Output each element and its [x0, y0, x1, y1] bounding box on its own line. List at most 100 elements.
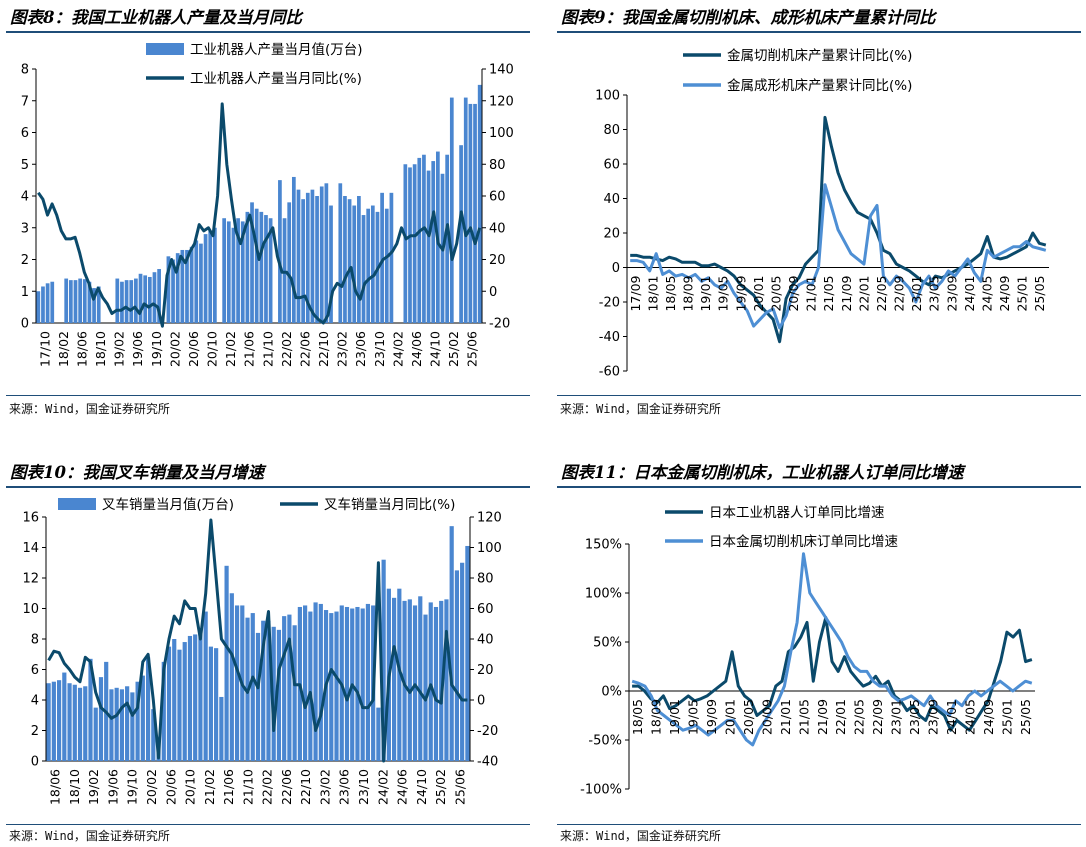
bar	[93, 707, 98, 761]
y2-tick-label: 0	[489, 285, 497, 300]
bar	[166, 256, 171, 323]
x-tick-label: 22/06	[298, 331, 313, 367]
x-tick-label: 18/06	[48, 769, 63, 805]
bar	[477, 84, 482, 323]
bar	[380, 192, 384, 323]
x-tick-label: 24/06	[395, 769, 410, 805]
x-tick-label: 19/05	[686, 699, 701, 735]
panel-forklift-sales: 图表10：我国叉车销量及当月增速 0 2 4 6 8 10 12 14 16 -40 -20 0 20 4…	[0, 423, 543, 847]
x-tick-label: 22/06	[279, 769, 294, 805]
x-tick-label: 17/10	[37, 331, 52, 367]
y2-tick-label: -20	[477, 724, 498, 739]
forklift-sales-chart: 0 2 4 6 8 10 12 14 16 -40 -20 0 20 40 60 80 100 120 18/06 1…	[22, 496, 502, 805]
bar	[445, 154, 450, 323]
bar	[208, 230, 213, 323]
y-tick-label: 10	[22, 602, 39, 617]
y-tick-label: -100%	[580, 783, 622, 798]
y2-tick-label: 20	[477, 663, 494, 678]
x-tick-label: 19/10	[149, 331, 164, 367]
legend-swatch	[146, 43, 184, 55]
x-tick-label: 20/05	[769, 276, 784, 312]
bar	[226, 221, 231, 323]
bar	[347, 199, 352, 323]
bar	[259, 211, 264, 323]
bar	[208, 646, 213, 761]
bar	[412, 605, 418, 761]
japan-orders-chart: -100% -50% 0% 50% 100% 150% 18/05 18/09 19/01 19/…	[580, 505, 1035, 798]
bar	[361, 215, 366, 323]
bar	[287, 614, 292, 761]
bar	[431, 161, 436, 323]
bar	[296, 189, 301, 323]
bar	[224, 565, 229, 761]
y2-tick-label: 80	[477, 572, 494, 587]
bar	[180, 249, 185, 323]
y-tick-label: 8	[31, 633, 39, 648]
bar	[459, 145, 463, 323]
bar	[449, 97, 454, 323]
y-tick-label: 4	[21, 190, 29, 205]
bar	[338, 183, 343, 323]
bar	[407, 599, 412, 761]
bar	[417, 157, 422, 323]
bar	[125, 686, 130, 761]
x-tick-label: 24/09	[981, 699, 996, 735]
x-tick-label: 20/01	[723, 699, 738, 735]
bar	[303, 605, 308, 761]
bar	[198, 629, 203, 761]
bar	[199, 243, 203, 323]
y-tick-label: 6	[21, 126, 29, 141]
bar	[115, 278, 120, 323]
bar	[229, 593, 234, 761]
x-tick-label: 21/05	[796, 699, 811, 735]
bar	[365, 603, 371, 761]
series-line	[37, 102, 482, 328]
y-tick-label: 50%	[593, 636, 622, 651]
bar	[392, 597, 397, 761]
x-tick-label: 20/05	[741, 699, 756, 735]
bar	[384, 208, 389, 323]
bar	[96, 286, 101, 323]
bar	[310, 189, 315, 323]
x-tick-label: 18/06	[75, 331, 90, 367]
bar	[41, 286, 45, 323]
bar	[313, 602, 318, 761]
bar	[171, 259, 175, 323]
source-rule	[557, 824, 1081, 825]
x-tick-label: 25/02	[433, 769, 448, 805]
bar	[98, 677, 104, 761]
x-tick-label: 22/01	[833, 699, 848, 735]
bar	[214, 648, 219, 761]
bar	[454, 570, 460, 761]
bar	[318, 603, 323, 761]
bar	[231, 227, 236, 323]
legend-label: 日本工业机器人订单同比增速	[709, 505, 885, 521]
bar	[140, 675, 145, 761]
y-tick-label: 0%	[601, 685, 622, 700]
panel-machine-tools: 图表9：我国金属切削机床、成形机床产量累计同比 -60 -40 -20 0 20 40 60…	[543, 0, 1086, 423]
legend-label: 金属切削机床产量累计同比(%)	[727, 48, 912, 64]
source-rule	[6, 824, 530, 825]
x-tick-label: 23/01	[909, 276, 924, 312]
bar	[370, 205, 375, 323]
bar	[428, 602, 433, 761]
y2-tick-label: 100	[489, 126, 514, 141]
bar	[213, 227, 217, 323]
bar	[88, 658, 93, 761]
x-tick-label: 19/09	[733, 275, 748, 311]
bar	[62, 672, 67, 761]
y2-tick-label: 60	[489, 190, 506, 205]
bar	[68, 280, 73, 323]
x-tick-label: 20/02	[167, 331, 182, 367]
bar	[250, 613, 255, 761]
x-tick-label: 25/01	[1015, 276, 1030, 312]
y2-tick-label: 100	[477, 541, 502, 556]
bar	[423, 614, 428, 761]
bar	[319, 186, 324, 323]
bar	[376, 707, 381, 761]
x-tick-label: 19/09	[704, 699, 719, 735]
x-tick-label: 24/01	[962, 276, 977, 312]
x-tick-label: 25/05	[1032, 276, 1047, 312]
legend-label: 金属成形机床产量累计同比(%)	[727, 78, 912, 94]
x-tick-label: 22/10	[298, 769, 313, 805]
